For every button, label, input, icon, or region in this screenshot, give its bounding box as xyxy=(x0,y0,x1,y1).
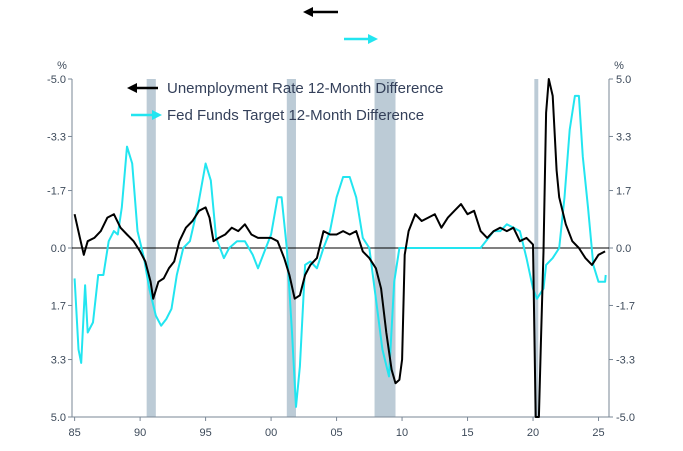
arrow-head xyxy=(127,83,137,93)
x-tick-label: 00 xyxy=(265,427,277,439)
left-unit-label: % xyxy=(57,60,67,72)
left-tick-label: 3.3 xyxy=(51,355,66,367)
left-tick-label: -1.7 xyxy=(47,186,66,198)
legend-label: Unemployment Rate 12-Month Difference xyxy=(167,80,444,97)
legend-right-arrow-icon xyxy=(131,110,162,120)
x-tick-label: 10 xyxy=(396,427,408,439)
legend: Unemployment Rate 12-Month Difference Fed… xyxy=(127,80,444,124)
right-tick-label: 1.7 xyxy=(616,186,631,198)
arrow-head xyxy=(368,34,378,44)
series-lines xyxy=(73,78,607,418)
right-tick-label: -1.7 xyxy=(616,300,635,312)
legend-label: Fed Funds Target 12-Month Difference xyxy=(167,107,424,124)
left-tick-label: 1.7 xyxy=(51,300,66,312)
left-tick-label: -3.3 xyxy=(47,131,66,143)
right-tick-label: 5.0 xyxy=(616,74,631,86)
x-tick-label: 90 xyxy=(134,427,146,439)
left-tick-label: 5.0 xyxy=(51,412,66,424)
left-tick-label: -5.0 xyxy=(47,74,66,86)
x-tick-label: 25 xyxy=(592,427,604,439)
axis-direction-arrows xyxy=(303,7,378,44)
right-tick-label: -3.3 xyxy=(616,355,635,367)
x-tick-label: 15 xyxy=(461,427,473,439)
left-tick-label: 0.0 xyxy=(51,243,66,255)
x-tick-label: 05 xyxy=(330,427,342,439)
legend-left-arrow-icon xyxy=(127,83,158,93)
arrow-head xyxy=(303,7,313,17)
right-unit-label: % xyxy=(614,60,624,72)
right-arrow-icon xyxy=(344,34,378,44)
right-tick-label: 0.0 xyxy=(616,243,631,255)
right-tick-label: -5.0 xyxy=(616,412,635,424)
x-tick-label: 95 xyxy=(199,427,211,439)
arrow-head xyxy=(152,110,162,120)
x-tick-label: 20 xyxy=(527,427,539,439)
unemployment-line xyxy=(73,78,606,418)
right-tick-label: 3.3 xyxy=(616,131,631,143)
x-tick-label: 85 xyxy=(68,427,80,439)
left-arrow-icon xyxy=(303,7,338,17)
axes: -5.0 -3.3 -1.7 0.0 1.7 3.3 5.0 5.0 3.3 1.7 0.0 -1.7… xyxy=(47,60,635,439)
fed-funds-line xyxy=(73,94,607,408)
